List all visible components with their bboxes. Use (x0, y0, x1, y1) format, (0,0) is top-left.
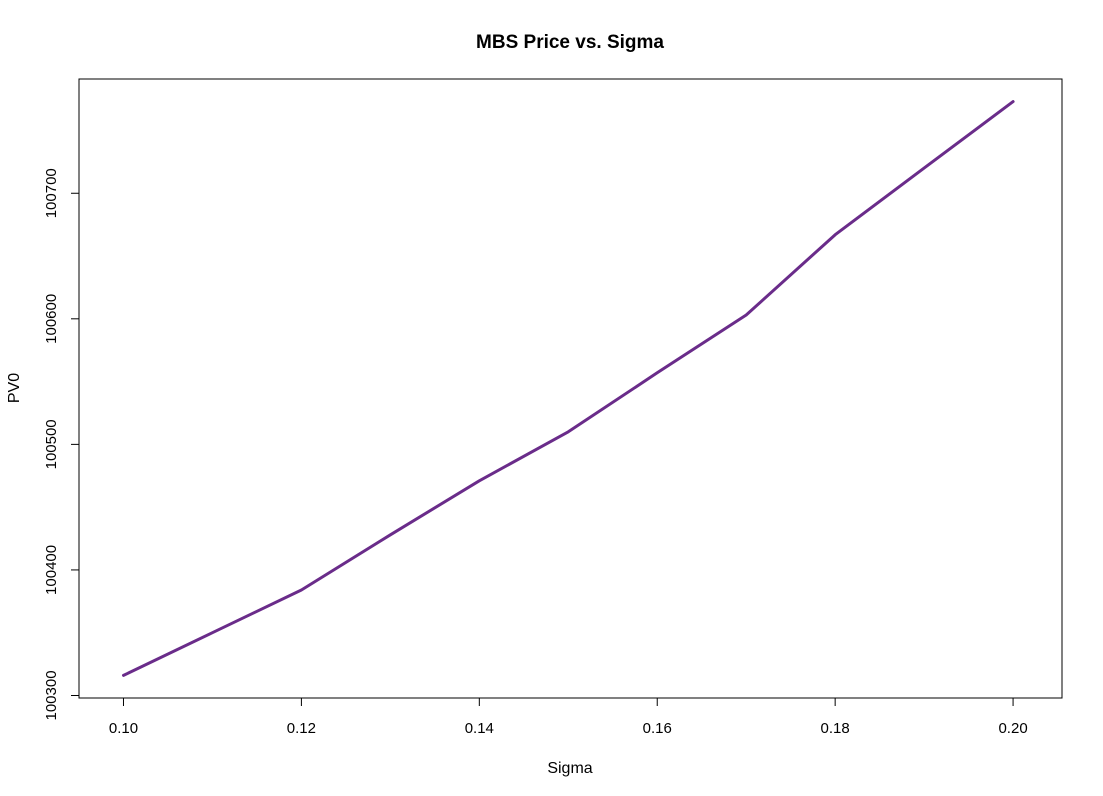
y-axis: 100300 100400 100500 100600 100700 (43, 168, 80, 721)
x-tick-label: 0.14 (465, 720, 494, 737)
chart-title: MBS Price vs. Sigma (476, 32, 664, 53)
y-tick-label: 100600 (43, 294, 60, 344)
x-tick-label: 0.16 (643, 720, 672, 737)
x-tick-label: 0.12 (287, 720, 316, 737)
y-tick-label: 100700 (43, 168, 60, 218)
x-axis-label: Sigma (547, 760, 592, 777)
y-tick-label: 100400 (43, 545, 60, 595)
x-tick-label: 0.10 (109, 720, 138, 737)
y-axis-label: PV0 (6, 373, 23, 403)
x-tick-label: 0.18 (821, 720, 850, 737)
series-line (122, 100, 1015, 677)
y-tick-label: 100500 (43, 419, 60, 469)
x-axis: 0.10 0.12 0.14 0.16 0.18 0.20 (109, 697, 1028, 737)
x-tick-label: 0.20 (998, 720, 1027, 737)
plot-area (78, 78, 1063, 699)
y-tick-label: 100300 (43, 670, 60, 720)
